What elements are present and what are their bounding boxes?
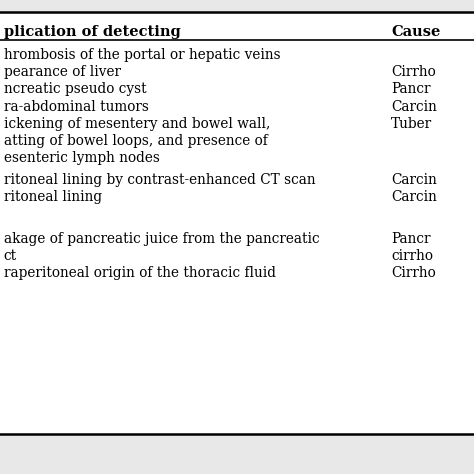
Text: Carcin: Carcin xyxy=(391,100,437,114)
Text: ritoneal lining by contrast-enhanced CT scan: ritoneal lining by contrast-enhanced CT … xyxy=(4,173,315,187)
Text: ra-abdominal tumors: ra-abdominal tumors xyxy=(4,100,149,114)
Text: plication of detecting: plication of detecting xyxy=(4,25,181,39)
Text: pearance of liver: pearance of liver xyxy=(4,65,121,80)
Text: Cirrho: Cirrho xyxy=(391,266,436,281)
Text: Cirrho: Cirrho xyxy=(391,65,436,80)
FancyBboxPatch shape xyxy=(0,12,474,434)
Text: ct: ct xyxy=(4,249,17,264)
Text: Pancr: Pancr xyxy=(391,232,430,246)
Text: ritoneal lining: ritoneal lining xyxy=(4,190,102,204)
Text: ncreatic pseudo cyst: ncreatic pseudo cyst xyxy=(4,82,146,97)
Text: Pancr: Pancr xyxy=(391,82,430,97)
Text: Carcin: Carcin xyxy=(391,173,437,187)
Text: akage of pancreatic juice from the pancreatic: akage of pancreatic juice from the pancr… xyxy=(4,232,319,246)
Text: raperitoneal origin of the thoracic fluid: raperitoneal origin of the thoracic flui… xyxy=(4,266,276,281)
Text: atting of bowel loops, and presence of: atting of bowel loops, and presence of xyxy=(4,134,267,148)
Text: hrombosis of the portal or hepatic veins: hrombosis of the portal or hepatic veins xyxy=(4,48,281,63)
Text: Tuber: Tuber xyxy=(391,117,432,131)
Text: cirrho: cirrho xyxy=(391,249,433,264)
Text: esenteric lymph nodes: esenteric lymph nodes xyxy=(4,151,160,165)
Text: Cause: Cause xyxy=(391,25,440,39)
Text: Carcin: Carcin xyxy=(391,190,437,204)
Text: ickening of mesentery and bowel wall,: ickening of mesentery and bowel wall, xyxy=(4,117,270,131)
